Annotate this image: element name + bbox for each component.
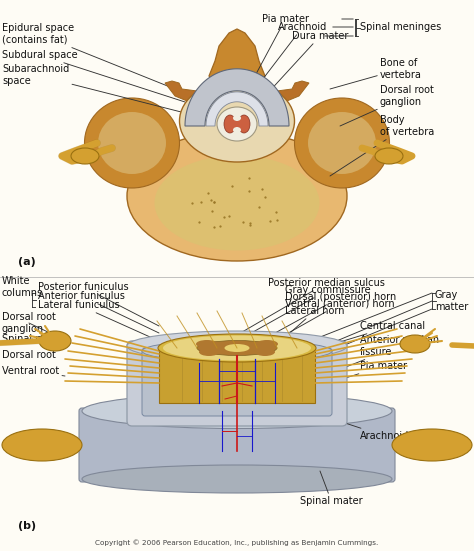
Ellipse shape bbox=[98, 112, 166, 174]
Ellipse shape bbox=[233, 121, 241, 127]
Ellipse shape bbox=[308, 112, 376, 174]
Ellipse shape bbox=[39, 331, 71, 351]
FancyBboxPatch shape bbox=[127, 341, 347, 426]
Ellipse shape bbox=[142, 340, 332, 362]
FancyBboxPatch shape bbox=[142, 348, 332, 416]
Ellipse shape bbox=[255, 348, 275, 356]
Text: Central canal: Central canal bbox=[310, 321, 425, 351]
Ellipse shape bbox=[155, 155, 319, 251]
Ellipse shape bbox=[238, 115, 250, 133]
Text: Anterior median
fissure: Anterior median fissure bbox=[315, 335, 439, 379]
Text: Spinal meninges: Spinal meninges bbox=[360, 22, 441, 32]
Ellipse shape bbox=[196, 340, 218, 348]
Ellipse shape bbox=[224, 115, 236, 133]
Ellipse shape bbox=[127, 331, 347, 361]
Text: Bone of
vertebra: Bone of vertebra bbox=[330, 58, 422, 89]
Text: Epidural space
(contains fat): Epidural space (contains fat) bbox=[2, 23, 175, 89]
Text: Subdural space: Subdural space bbox=[2, 50, 185, 102]
Text: Gray
matter: Gray matter bbox=[435, 290, 468, 312]
Text: Copyright © 2006 Pearson Education, Inc., publishing as Benjamin Cummings.: Copyright © 2006 Pearson Education, Inc.… bbox=[95, 539, 379, 547]
Ellipse shape bbox=[82, 465, 392, 493]
Ellipse shape bbox=[210, 70, 264, 92]
Text: Arachnoid: Arachnoid bbox=[345, 423, 409, 441]
Ellipse shape bbox=[180, 80, 294, 162]
Text: White
columns: White columns bbox=[2, 276, 43, 298]
Text: Pia mater: Pia mater bbox=[320, 361, 407, 386]
Text: Posterior median sulcus: Posterior median sulcus bbox=[237, 278, 385, 335]
Text: Gray commissure: Gray commissure bbox=[237, 285, 371, 341]
Ellipse shape bbox=[197, 341, 277, 355]
FancyBboxPatch shape bbox=[79, 408, 395, 482]
Text: Dorsal root: Dorsal root bbox=[2, 349, 62, 360]
Ellipse shape bbox=[294, 98, 390, 188]
FancyBboxPatch shape bbox=[159, 348, 315, 403]
Text: Dorsal (posterior) horn: Dorsal (posterior) horn bbox=[255, 292, 396, 344]
Text: Arachnoid: Arachnoid bbox=[243, 22, 327, 105]
Text: Pia mater: Pia mater bbox=[241, 14, 309, 102]
Text: Lateral funiculus: Lateral funiculus bbox=[38, 300, 159, 341]
Ellipse shape bbox=[217, 107, 257, 141]
Text: Dura mater: Dura mater bbox=[255, 31, 348, 107]
Ellipse shape bbox=[375, 148, 403, 164]
Polygon shape bbox=[252, 81, 309, 103]
Ellipse shape bbox=[163, 336, 311, 360]
Polygon shape bbox=[206, 92, 268, 126]
Text: Subarachnoid
space: Subarachnoid space bbox=[2, 64, 193, 115]
Ellipse shape bbox=[392, 429, 472, 461]
Ellipse shape bbox=[199, 348, 219, 356]
Text: Ventral (anterior) horn: Ventral (anterior) horn bbox=[260, 299, 395, 349]
Text: (a): (a) bbox=[18, 257, 36, 267]
Text: Body
of vertebra: Body of vertebra bbox=[330, 115, 434, 176]
Ellipse shape bbox=[233, 127, 241, 133]
Text: Ventral root: Ventral root bbox=[2, 366, 65, 376]
Ellipse shape bbox=[225, 344, 249, 352]
Text: Lateral horn: Lateral horn bbox=[265, 306, 345, 355]
Ellipse shape bbox=[127, 131, 347, 261]
Bar bbox=[0, 276, 474, 551]
Text: Spinal mater: Spinal mater bbox=[300, 471, 363, 506]
Text: (b): (b) bbox=[18, 521, 36, 531]
Polygon shape bbox=[165, 81, 222, 103]
Ellipse shape bbox=[400, 335, 430, 353]
Ellipse shape bbox=[84, 98, 180, 188]
Ellipse shape bbox=[71, 148, 99, 164]
Text: Spinal nerve: Spinal nerve bbox=[2, 334, 63, 344]
Bar bbox=[0, 0, 474, 278]
Ellipse shape bbox=[82, 393, 392, 429]
Text: Dorsal root
ganglion: Dorsal root ganglion bbox=[2, 312, 56, 334]
Ellipse shape bbox=[256, 340, 278, 348]
Polygon shape bbox=[185, 69, 289, 126]
Ellipse shape bbox=[233, 115, 241, 121]
Text: Dorsal root
ganglion: Dorsal root ganglion bbox=[340, 85, 434, 126]
Text: Anterior funiculus: Anterior funiculus bbox=[38, 291, 159, 333]
Text: Posterior funiculus: Posterior funiculus bbox=[38, 282, 159, 326]
Ellipse shape bbox=[2, 429, 82, 461]
Ellipse shape bbox=[158, 334, 316, 362]
Polygon shape bbox=[209, 29, 265, 83]
